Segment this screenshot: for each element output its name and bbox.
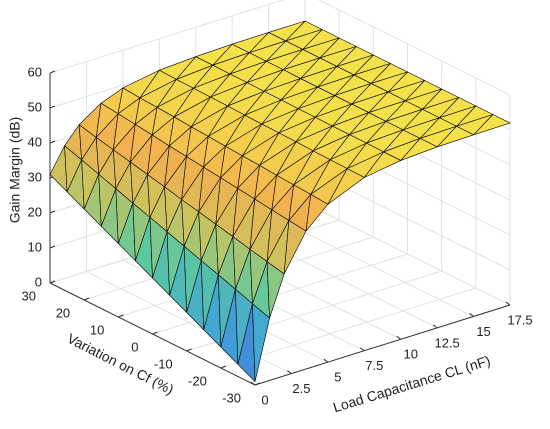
y-tick (254, 382, 261, 386)
y-tick (152, 331, 158, 335)
x-tick-label: 7.5 (365, 358, 383, 373)
x-tick (432, 324, 438, 329)
y-tick-label: -30 (222, 390, 241, 405)
z-tick-label: 40 (28, 134, 42, 149)
z-axis-label: Gain Margin (dB) (7, 117, 23, 224)
x-tick (323, 358, 329, 363)
z-tick-label: 30 (28, 169, 42, 184)
z-tick-label: 10 (28, 239, 42, 254)
x-tick-label: 12.5 (434, 335, 459, 350)
x-tick-label: 17.5 (507, 312, 532, 327)
surface-facet (49, 145, 68, 193)
z-tick (49, 105, 56, 109)
z-tick-label: 50 (28, 99, 42, 114)
grid-line (49, 0, 285, 74)
surface-facet (305, 194, 329, 232)
z-tick (49, 210, 56, 214)
y-tick-label: -20 (188, 373, 207, 388)
y-tick-label: 10 (90, 322, 104, 337)
x-tick (359, 347, 365, 352)
y-tick-label: 20 (56, 305, 70, 320)
x-tick-label: 2.5 (292, 381, 310, 396)
z-tick-label: 0 (35, 274, 42, 289)
x-tick-label: 10 (403, 347, 417, 362)
grid-line (220, 287, 476, 369)
grid-line (317, 0, 511, 96)
x-tick (505, 301, 511, 306)
y-tick (49, 280, 56, 284)
y-tick-label: -10 (154, 356, 173, 371)
y-tick (83, 297, 90, 301)
x-tick-label: 15 (476, 324, 490, 339)
surface-facet (266, 261, 285, 319)
x-tick (396, 335, 402, 340)
z-tick (49, 245, 56, 249)
grid-line (304, 202, 511, 306)
z-tick-label: 60 (28, 64, 42, 79)
surface-facet (283, 220, 307, 275)
x-tick (250, 381, 256, 386)
z-tick-label: 20 (28, 204, 42, 219)
y-tick-label: 0 (131, 339, 138, 354)
z-tick (49, 70, 56, 74)
x-tick (469, 313, 474, 317)
y-tick-label: 30 (22, 288, 36, 303)
surface-facet (252, 303, 270, 382)
z-tick (49, 140, 56, 144)
x-tick-label: 0 (261, 392, 268, 407)
y-tick (186, 348, 192, 352)
x-axis (254, 304, 511, 386)
y-tick (220, 365, 227, 369)
x-tick-label: 5 (334, 370, 341, 385)
y-tick (118, 314, 124, 318)
x-tick (287, 370, 292, 374)
